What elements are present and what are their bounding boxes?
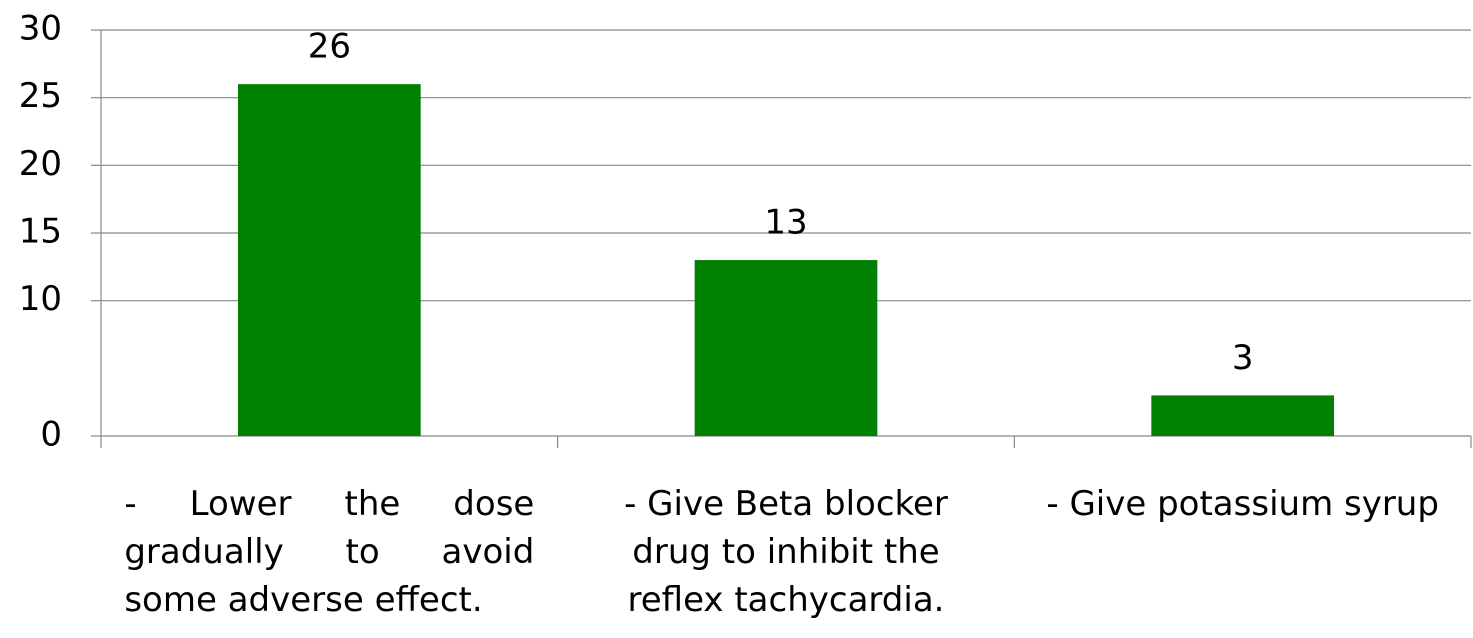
y-tick-label: 20 — [19, 144, 62, 184]
x-tick-label: - Give Beta blocker drug to inhibit the … — [624, 484, 948, 620]
y-tick-label: 15 — [19, 212, 62, 252]
data-label: 26 — [308, 27, 351, 67]
y-tick-label: 0 — [40, 415, 62, 455]
y-tick-label: 25 — [19, 76, 62, 116]
y-tick-label: 10 — [19, 279, 62, 319]
bar — [1151, 395, 1334, 436]
bar — [694, 260, 878, 436]
y-tick-label: 30 — [19, 9, 62, 49]
data-label: 3 — [1232, 338, 1254, 378]
x-tick-label: - Lower the dose gradually to avoid some… — [124, 484, 535, 620]
data-label: 13 — [764, 203, 807, 243]
x-tick-label: - Give potassium syrup — [1046, 484, 1439, 524]
bar — [238, 84, 421, 436]
